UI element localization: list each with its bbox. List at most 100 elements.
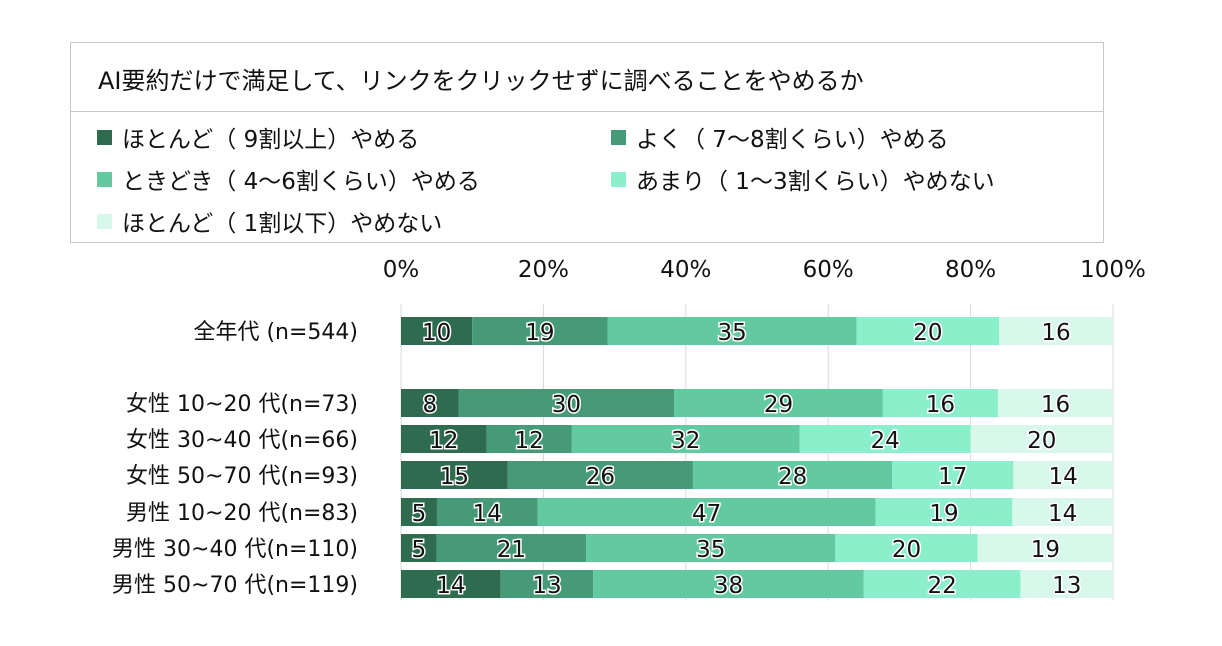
chart-title: AI要約だけで満足して、リンクをクリックせずに調べることをやめるか [98,67,864,95]
data-label: 47 [692,501,721,527]
legend: ほとんど（ 9割以上）やめる よく（ 7～8割くらい）やめる ときどき（ 4～6… [70,112,1104,243]
bar-segment [401,389,459,417]
data-label: 16 [926,392,955,418]
category-label: 全年代 (n=544) [193,320,358,345]
x-tick-label: 60% [803,257,854,283]
data-label: 20 [892,537,921,563]
bar-segment [401,534,437,562]
bar-segment [674,389,883,417]
legend-label-5: ほとんど（ 1割以下）やめない [122,211,443,237]
data-label: 14 [1049,464,1078,490]
category-label: 女性 10~20 代(n=73) [126,392,358,417]
data-label: 29 [764,392,793,418]
data-label: 26 [586,464,615,490]
bar-segment [507,461,693,489]
x-tick-label: 0% [383,257,420,283]
data-label: 32 [671,428,700,454]
data-label: 28 [778,464,807,490]
data-labels: 10 19 35 20 16 8 30 29 16 16 12 12 32 24 20 15 26 28 17 14 5… [410,319,1083,601]
x-tick-label: 20% [518,257,569,283]
bar-segment [401,317,473,345]
data-label: 21 [497,537,526,563]
legend-swatch-4 [611,171,626,187]
category-label: 男性 30~40 代(n=110) [112,537,358,562]
legend-item-2: よく（ 7～8割くらい）やめる [611,120,949,154]
legend-label-3: ときどき（ 4～6割くらい）やめる [122,169,480,195]
bar-segment [997,389,1113,417]
bar-segment [401,570,501,598]
legend-swatch-3 [97,171,112,187]
category-label: 女性 50~70 代(n=93) [126,464,358,489]
data-label: 16 [1041,320,1070,346]
legend-label-4: あまり（ 1～3割くらい）やめない [636,169,995,195]
data-label: 17 [938,464,967,490]
legend-item-4: あまり（ 1～3割くらい）やめない [611,162,995,196]
bar-segment [436,534,587,562]
data-label: 13 [1052,573,1081,599]
data-label: 12 [515,428,544,454]
data-label: 19 [1031,537,1060,563]
data-label: 14 [436,573,465,599]
data-label: 8 [422,392,437,418]
data-label: 30 [552,392,581,418]
data-label: 10 [422,320,451,346]
category-label: 男性 10~20 代(n=83) [126,501,358,526]
category-labels: 全年代 (n=544) 女性 10~20 代(n=73) 女性 30~40 代(n=… [112,320,358,598]
bar-segment [970,425,1113,453]
bar-segment [875,498,1013,526]
bar-segment [436,498,538,526]
bar-segment [537,498,876,526]
bar-segment [692,461,893,489]
bar-segment [977,534,1113,562]
data-label: 22 [927,573,956,599]
bar-segment [401,498,437,526]
data-label: 20 [913,320,942,346]
bar-segments [401,317,1113,598]
bar-segment [458,389,675,417]
bar-segment [593,570,864,598]
bar-segment [856,317,1000,345]
bar-segment [1020,570,1113,598]
legend-label-1: ほとんど（ 9割以上）やめる [122,127,420,153]
x-tick-label: 100% [1080,257,1146,283]
bar-segment [586,534,836,562]
bar-segment [1012,498,1113,526]
bar-segment [835,534,978,562]
data-label: 16 [1041,392,1070,418]
data-label: 14 [473,501,502,527]
bar-segment [799,425,971,453]
data-label: 13 [532,573,561,599]
chart-title-box: AI要約だけで満足して、リンクをクリックせずに調べることをやめるか [70,42,1104,112]
bar-segment [500,570,594,598]
legend-label-2: よく（ 7～8割くらい）やめる [636,127,949,153]
legend-swatch-5 [97,213,112,229]
data-label: 24 [871,428,900,454]
bar-segment [571,425,800,453]
legend-item-3: ときどき（ 4～6割くらい）やめる [97,162,480,196]
x-axis-ticks: 0% 20% 40% 60% 80% 100% [383,257,1146,283]
legend-swatch-1 [97,129,112,145]
category-label: 男性 50~70 代(n=119) [112,573,358,598]
bar-segment [999,317,1113,345]
data-label: 19 [525,320,554,346]
legend-swatch-2 [611,129,626,145]
bar-segment [863,570,1021,598]
data-label: 14 [1048,501,1077,527]
bar-segment [401,425,487,453]
legend-item-5: ほとんど（ 1割以下）やめない [97,204,442,238]
legend-item-1: ほとんど（ 9割以上）やめる [97,120,419,154]
x-tick-label: 40% [660,257,711,283]
bar-segment [607,317,857,345]
bar-segment [486,425,572,453]
bar-segment [401,461,508,489]
bar-segment [892,461,1014,489]
data-label: 5 [411,537,426,563]
data-label: 20 [1027,428,1056,454]
bar-segment [882,389,998,417]
data-label: 5 [412,501,427,527]
data-label: 38 [714,573,743,599]
category-label: 女性 30~40 代(n=66) [126,428,358,453]
data-label: 19 [929,501,958,527]
bar-segment [1013,461,1113,489]
